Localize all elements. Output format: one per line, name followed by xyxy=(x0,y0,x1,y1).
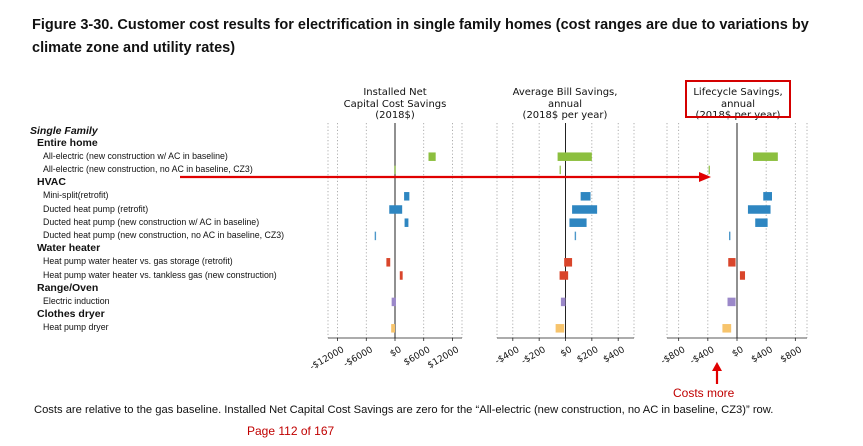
bar xyxy=(391,297,396,307)
bar xyxy=(569,218,587,227)
bar xyxy=(559,271,569,280)
bar xyxy=(728,258,736,267)
group-label: Water heater xyxy=(37,242,101,255)
group-label: Range/Oven xyxy=(37,281,99,294)
bar xyxy=(404,192,410,201)
row-label: Ducted heat pump (new construction w/ AC… xyxy=(43,216,260,227)
row-label: Mini-split(retrofit) xyxy=(43,190,109,201)
bar xyxy=(739,271,746,280)
panel-title-capital: Installed Net Capital Cost Savings (2018$) xyxy=(330,87,460,122)
panel-title-line: (2018$ per year) xyxy=(695,110,781,121)
bar xyxy=(374,231,377,241)
bar xyxy=(399,271,403,280)
bar xyxy=(708,165,710,175)
panel-title-line: Capital Cost Savings xyxy=(343,98,447,110)
bar xyxy=(560,297,566,307)
bar xyxy=(557,152,592,161)
panel-title-line: annual xyxy=(547,98,583,110)
tick-label: $400 xyxy=(750,345,775,365)
tick-label: -$800 xyxy=(660,345,688,367)
group-label: Entire home xyxy=(37,136,98,149)
tick-label: $800 xyxy=(779,345,804,365)
costs-more-arrow-head xyxy=(712,362,722,371)
row-label: Heat pump water heater vs. tankless gas … xyxy=(43,269,277,280)
bar xyxy=(747,205,771,214)
bar xyxy=(559,165,561,175)
tick-label: $0 xyxy=(731,345,746,360)
row-label: All-electric (new construction, no AC in… xyxy=(43,163,253,174)
tick-label: -$400 xyxy=(689,345,717,367)
bar xyxy=(753,152,778,161)
row-label: Electric induction xyxy=(43,295,110,306)
group-label: HVAC xyxy=(37,176,66,189)
bar xyxy=(727,297,736,307)
panel-title-bill: Average Bill Savings, annual (2018$ per ye… xyxy=(495,87,635,122)
bar xyxy=(722,324,732,333)
bar xyxy=(564,258,573,267)
tick-label: $400 xyxy=(602,345,627,365)
tick-label: -$6000 xyxy=(342,345,375,370)
tick-label: $200 xyxy=(576,345,601,365)
section-label: Single Family xyxy=(30,125,98,137)
tick-label: -$200 xyxy=(520,345,548,367)
row-label: Ducted heat pump (new construction, no A… xyxy=(43,229,285,240)
tick-label: -$12000 xyxy=(309,345,347,373)
bar xyxy=(389,205,403,214)
panel-title-line: Installed Net xyxy=(363,87,427,98)
lifecycle-title-highlight-box xyxy=(685,80,791,118)
footnote: Costs are relative to the gas baseline. … xyxy=(34,404,774,416)
bar xyxy=(572,205,598,214)
bar xyxy=(574,231,577,241)
tick-label: $12000 xyxy=(426,345,461,371)
figure-title: Figure 3-30. Customer cost results for e… xyxy=(32,17,809,56)
bar xyxy=(394,165,396,175)
bar xyxy=(580,192,591,201)
bar xyxy=(555,324,565,333)
tick-label: -$400 xyxy=(494,345,522,367)
bar xyxy=(391,324,395,333)
tick-label: $0 xyxy=(559,345,574,360)
row-label: Heat pump water heater vs. gas storage (… xyxy=(43,256,233,267)
tick-label: $0 xyxy=(389,345,404,360)
bar xyxy=(755,218,768,227)
row-labels: Single Family Entire home All-electric (n… xyxy=(0,0,330,446)
bar xyxy=(386,258,391,267)
panel-title-line: annual xyxy=(720,98,756,110)
annotation-arrow-head xyxy=(699,172,711,182)
panel-title-lifecycle: Lifecycle Savings, annual (2018$ per year) xyxy=(670,87,806,122)
bar xyxy=(428,152,436,161)
bar xyxy=(404,218,409,227)
panel-title-line: (2018$) xyxy=(375,110,415,121)
row-label: Ducted heat pump (retrofit) xyxy=(43,203,149,214)
bar xyxy=(729,231,731,241)
group-label: Clothes dryer xyxy=(37,308,105,321)
panel-title-line: Lifecycle Savings, xyxy=(693,87,783,98)
panel-title-line: Average Bill Savings, xyxy=(512,87,618,98)
panel-title-line: (2018$ per year) xyxy=(522,110,608,121)
row-label: Heat pump dryer xyxy=(43,322,109,333)
page-number: Page 112 of 167 xyxy=(247,424,335,438)
costs-more-annotation: Costs more xyxy=(673,386,735,400)
row-label: All-electric (new construction w/ AC in … xyxy=(43,150,228,161)
bar xyxy=(763,192,772,201)
